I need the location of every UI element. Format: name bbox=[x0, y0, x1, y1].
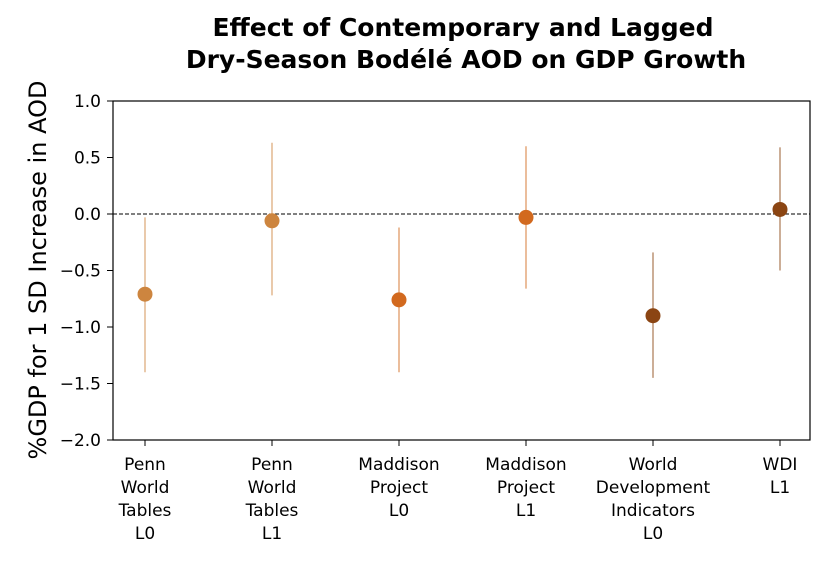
x-category-label: WDI L1 bbox=[763, 455, 798, 498]
y-tick-label: 0.0 bbox=[74, 205, 101, 225]
chart-title-line-2: Dry-Season Bodélé AOD on GDP Growth bbox=[186, 45, 746, 74]
x-category-label: Penn World Tables L1 bbox=[245, 455, 299, 544]
point-estimate-marker bbox=[264, 213, 280, 229]
point-estimate-marker bbox=[518, 209, 534, 225]
y-tick-label: −1.5 bbox=[60, 375, 101, 395]
point-estimate-marker bbox=[137, 286, 153, 302]
y-tick-label: 0.5 bbox=[74, 149, 101, 169]
x-category-label: Maddison Project L0 bbox=[358, 455, 439, 521]
point-estimate-marker bbox=[391, 292, 407, 308]
point-estimate-marker bbox=[772, 201, 788, 217]
chart-title-line-1: Effect of Contemporary and Lagged bbox=[212, 13, 713, 42]
x-category-label: Maddison Project L1 bbox=[485, 455, 566, 521]
plot-frame bbox=[112, 100, 811, 441]
plot-area: 1.0 0.5 0.0 −0.5 −1.0 −1.5 −2.0 Penn World Tables… bbox=[60, 92, 811, 544]
x-category-label: Penn World Tables L0 bbox=[118, 455, 172, 544]
x-category-label: World Development Indicators L0 bbox=[596, 455, 711, 544]
y-tick-label: 1.0 bbox=[74, 92, 101, 112]
y-axis-label: %GDP for 1 SD Increase in AOD bbox=[24, 81, 52, 460]
y-tick-label: −0.5 bbox=[60, 262, 101, 282]
point-estimate-marker bbox=[645, 308, 661, 324]
y-tick-label: −2.0 bbox=[60, 431, 101, 451]
y-tick-label: −1.0 bbox=[60, 318, 101, 338]
